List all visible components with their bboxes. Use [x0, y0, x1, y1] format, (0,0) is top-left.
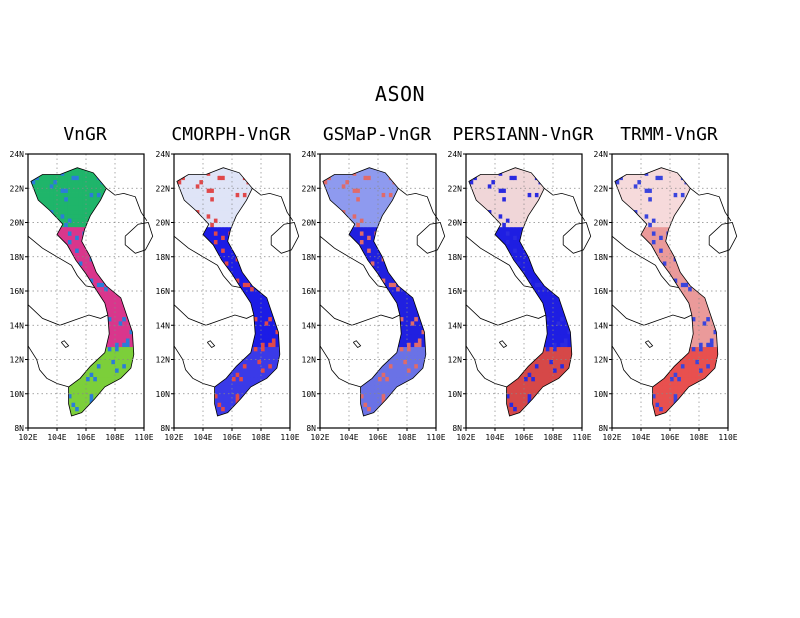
lat-tick-label: 16N [594, 287, 609, 296]
country-outline [614, 167, 719, 417]
lat-tick-label: 20N [448, 219, 463, 228]
lat-tick-label: 8N [598, 424, 608, 433]
lat-tick-label: 18N [302, 253, 317, 262]
map-panel-gsmap: GSMaP-VnGR 24N 22N 20N 18N 16N 14N 12N 10N 8N 102… [302, 124, 450, 450]
lat-tick-label: 22N [10, 184, 25, 193]
page-title: ASON [374, 82, 426, 106]
lat-tick-label: 20N [594, 219, 609, 228]
lat-tick-label: 12N [594, 356, 609, 365]
precip-field [30, 167, 134, 417]
lon-tick-label: 110E [718, 433, 737, 442]
lat-tick-label: 20N [302, 219, 317, 228]
lat-tick-label: 8N [160, 424, 170, 433]
lat-tick-label: 16N [156, 287, 171, 296]
lat-tick-label: 8N [306, 424, 316, 433]
lat-tick-label: 14N [156, 321, 171, 330]
panel-title: TRMM-VnGR [620, 124, 718, 145]
country-outline [322, 167, 427, 417]
lat-tick-label: 24N [156, 150, 171, 159]
lon-tick-label: 104E [631, 433, 650, 442]
lat-tick-label: 18N [594, 253, 609, 262]
lat-tick-label: 10N [156, 390, 171, 399]
lat-tick-label: 22N [156, 184, 171, 193]
lon-tick-label: 106E [368, 433, 387, 442]
country-outline [468, 167, 573, 417]
lat-tick-label: 10N [448, 390, 463, 399]
lon-tick-label: 104E [193, 433, 212, 442]
lat-tick-label: 18N [156, 253, 171, 262]
precip-field [614, 167, 718, 417]
panel-title: VnGR [63, 124, 107, 145]
lat-tick-label: 24N [10, 150, 25, 159]
lat-tick-label: 10N [594, 390, 609, 399]
map-panel-trmm: TRMM-VnGR 24N 22N 20N 18N 16N 14N 12N 10N 8N 102E… [594, 124, 742, 450]
lat-tick-label: 16N [10, 287, 25, 296]
lat-tick-label: 18N [10, 253, 25, 262]
lat-tick-label: 24N [448, 150, 463, 159]
lat-tick-label: 24N [594, 150, 609, 159]
lat-tick-label: 14N [302, 321, 317, 330]
map-panel-vngr: VnGR 24N 22N 20N 18N 16N 14N 12N 10N 8N 102E 104E 1… [10, 124, 158, 450]
lat-tick-label: 14N [594, 321, 609, 330]
lat-tick-label: 14N [448, 321, 463, 330]
lon-tick-label: 104E [339, 433, 358, 442]
lat-tick-label: 8N [452, 424, 462, 433]
lon-tick-label: 102E [310, 433, 329, 442]
lon-tick-label: 106E [222, 433, 241, 442]
map-panel-cmorph: CMORPH-VnGR 24N 22N 20N 18N 16N 14N 12N 10N 8N 10… [156, 124, 304, 450]
lon-tick-label: 102E [456, 433, 475, 442]
lon-tick-label: 102E [602, 433, 621, 442]
lat-tick-label: 10N [10, 390, 25, 399]
lat-tick-label: 12N [156, 356, 171, 365]
lat-tick-label: 16N [448, 287, 463, 296]
lon-tick-label: 104E [485, 433, 504, 442]
lon-tick-label: 106E [514, 433, 533, 442]
lat-tick-label: 16N [302, 287, 317, 296]
lat-tick-label: 14N [10, 321, 25, 330]
lon-tick-label: 110E [134, 433, 153, 442]
precip-field [322, 167, 426, 417]
lat-tick-label: 20N [10, 219, 25, 228]
lat-tick-label: 24N [302, 150, 317, 159]
lon-tick-label: 106E [660, 433, 679, 442]
lat-tick-label: 18N [448, 253, 463, 262]
lon-tick-label: 110E [572, 433, 591, 442]
lon-tick-label: 108E [689, 433, 708, 442]
map-panel-persiann: PERSIANN-VnGR 24N 22N 20N 18N 16N 14N 12N 10N 8N… [448, 124, 596, 450]
lat-tick-label: 12N [302, 356, 317, 365]
lat-tick-label: 20N [156, 219, 171, 228]
lon-tick-label: 102E [18, 433, 37, 442]
lon-tick-label: 104E [47, 433, 66, 442]
lon-tick-label: 102E [164, 433, 183, 442]
panel-title: CMORPH-VnGR [171, 124, 291, 145]
lat-tick-label: 22N [448, 184, 463, 193]
panel-title: PERSIANN-VnGR [452, 124, 594, 145]
lon-tick-label: 106E [76, 433, 95, 442]
lat-tick-label: 22N [302, 184, 317, 193]
lon-tick-label: 110E [280, 433, 299, 442]
precip-field [176, 167, 280, 417]
panel-title: GSMaP-VnGR [322, 124, 432, 145]
lat-tick-label: 10N [302, 390, 317, 399]
precip-field [468, 167, 572, 417]
lat-tick-label: 12N [10, 356, 25, 365]
lon-tick-label: 110E [426, 433, 445, 442]
lon-tick-label: 108E [543, 433, 562, 442]
lon-tick-label: 108E [251, 433, 270, 442]
lat-tick-label: 8N [14, 424, 24, 433]
lat-tick-label: 12N [448, 356, 463, 365]
country-outline [30, 167, 135, 417]
lon-tick-label: 108E [105, 433, 124, 442]
country-outline [176, 167, 281, 417]
lon-tick-label: 108E [397, 433, 416, 442]
lat-tick-label: 22N [594, 184, 609, 193]
